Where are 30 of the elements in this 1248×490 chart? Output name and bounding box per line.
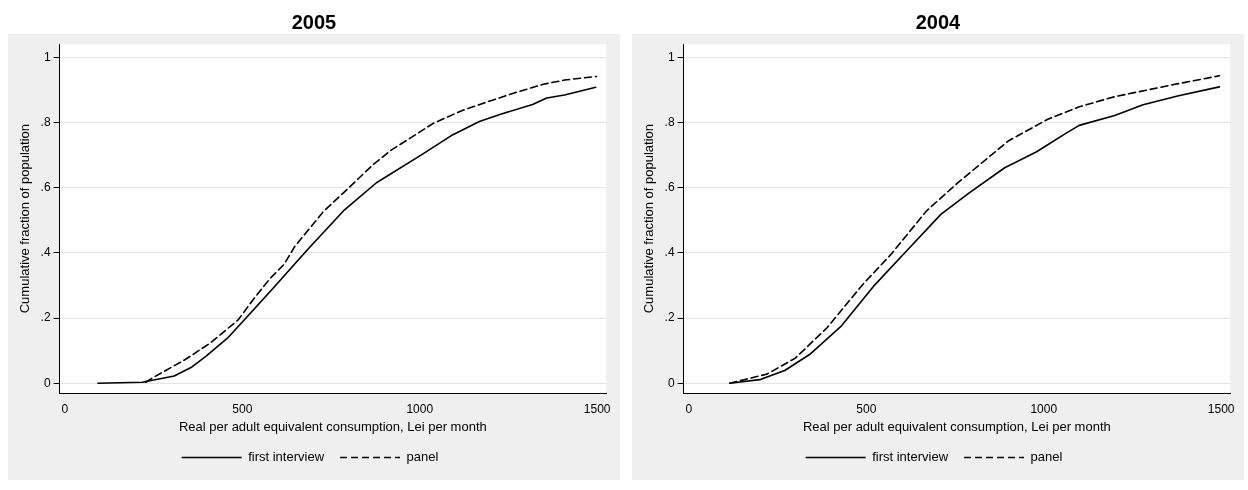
y-axis-title: Cumulative fraction of population — [17, 123, 33, 314]
x-axis-title: Real per adult equivalent consumption, Lei per month — [802, 418, 1111, 434]
x-tick-label: 500 — [232, 401, 253, 416]
y-tick-label: .8 — [40, 114, 51, 129]
x-tick-label: 500 — [856, 401, 877, 416]
y-tick-label: .4 — [40, 245, 51, 260]
x-tick-label: 1500 — [1207, 401, 1235, 416]
legend-label: panel — [1030, 449, 1063, 465]
y-tick-label: .2 — [664, 310, 675, 325]
x-tick-label: 0 — [685, 401, 693, 416]
chart-title: 2005 — [290, 10, 338, 34]
y-tick-label: 0 — [667, 375, 675, 390]
legend-label: first interview — [872, 449, 949, 465]
y-tick-label: .4 — [664, 245, 675, 260]
y-tick-label: .6 — [40, 179, 51, 194]
x-tick-label: 1000 — [406, 401, 434, 416]
y-axis-title: Cumulative fraction of population — [641, 123, 657, 314]
x-tick-label: 1500 — [583, 401, 611, 416]
y-tick-label: 1 — [667, 49, 675, 64]
y-tick-label: .8 — [664, 114, 675, 129]
legend-label: first interview — [248, 449, 325, 465]
legend-label: panel — [406, 449, 439, 465]
x-tick-label: 0 — [61, 401, 69, 416]
y-tick-label: .2 — [40, 310, 51, 325]
x-tick-label: 1000 — [1030, 401, 1058, 416]
chart-title: 2004 — [914, 10, 962, 34]
y-tick-label: 0 — [43, 375, 51, 390]
x-axis-title: Real per adult equivalent consumption, Lei per month — [178, 418, 487, 434]
y-tick-label: .6 — [664, 179, 675, 194]
y-tick-label: 1 — [43, 49, 51, 64]
